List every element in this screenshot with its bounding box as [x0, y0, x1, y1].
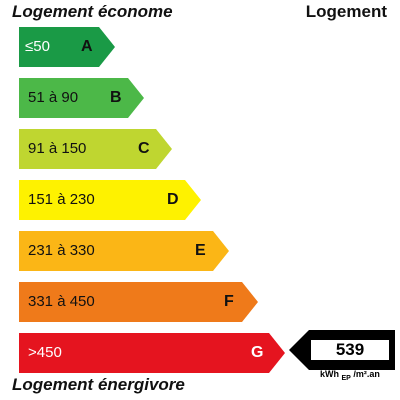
energy-class-range: 51 à 90	[28, 89, 79, 106]
energy-class-bar-a: ≤50 A	[19, 27, 115, 67]
energy-class-letter: E	[195, 242, 206, 259]
energy-class-arrow-c	[19, 129, 172, 169]
energy-class-range: ≤50	[25, 38, 50, 55]
energy-class-range: 151 à 230	[28, 191, 95, 208]
title-energy-intensive: Logement énergivore	[12, 375, 185, 394]
energy-class-letter: B	[110, 89, 122, 106]
energy-class-bar-b: 51 à 90 B	[19, 78, 144, 118]
consumption-unit: kWh EP /m².an	[320, 369, 380, 382]
energy-class-bar-g: >450 G	[19, 333, 285, 373]
energy-class-letter: G	[251, 344, 264, 361]
energy-class-arrow-b	[19, 78, 144, 118]
energy-class-bar-f: 331 à 450 F	[19, 282, 258, 322]
energy-class-arrow-e	[19, 231, 229, 271]
energy-class-bar-e: 231 à 330 E	[19, 231, 229, 271]
energy-class-arrow-f	[19, 282, 258, 322]
energy-class-letter: F	[224, 293, 234, 310]
indicator-arrow-shape	[289, 330, 395, 370]
energy-class-arrow-d	[19, 180, 201, 220]
title-dwelling: Logement	[305, 2, 387, 21]
energy-class-range: 91 à 150	[28, 140, 87, 157]
energy-class-range: >450	[28, 344, 62, 361]
energy-class-range: 331 à 450	[28, 293, 95, 310]
energy-class-letter: C	[138, 140, 150, 157]
energy-class-arrow-g	[19, 333, 285, 373]
title-economical: Logement économe	[12, 2, 173, 21]
consumption-indicator: 539	[289, 330, 395, 370]
consumption-value: 539	[335, 340, 365, 359]
energy-class-bar-c: 91 à 150 C	[19, 129, 172, 169]
energy-class-bar-d: 151 à 230 D	[19, 180, 201, 220]
energy-class-letter: D	[167, 191, 179, 208]
energy-class-letter: A	[81, 38, 93, 55]
energy-class-arrow-a	[19, 27, 115, 67]
energy-class-range: 231 à 330	[28, 242, 95, 259]
